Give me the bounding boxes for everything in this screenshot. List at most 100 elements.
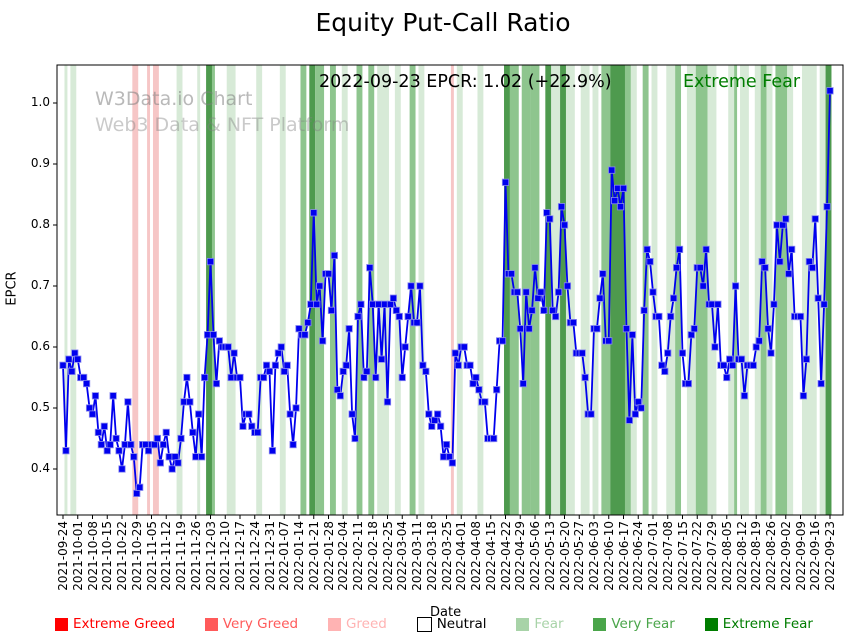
data-point <box>91 392 100 400</box>
data-point <box>740 392 749 400</box>
data-point <box>434 410 442 418</box>
data-point <box>799 392 808 400</box>
data-point <box>729 361 737 369</box>
data-point <box>628 331 636 339</box>
legend-item: Extreme Greed <box>55 616 175 632</box>
data-point <box>336 392 344 400</box>
data-point <box>442 440 451 449</box>
data-point <box>103 447 111 455</box>
data-point <box>593 325 601 333</box>
data-point <box>416 282 424 290</box>
data-point <box>702 245 710 253</box>
y-tick-label: 0.9 <box>30 156 50 170</box>
legend-swatch <box>416 616 432 632</box>
data-point <box>301 331 309 339</box>
data-point <box>560 221 569 229</box>
data-point <box>664 349 672 357</box>
x-tick-label: 2021-12-31 <box>262 521 277 591</box>
sentiment-band <box>695 65 708 515</box>
data-point <box>227 373 235 382</box>
data-point <box>271 361 280 369</box>
x-tick-label: 2022-06-17 <box>616 521 631 591</box>
data-point <box>466 361 474 369</box>
data-point <box>209 331 218 339</box>
data-point <box>537 288 545 296</box>
sentiment-band <box>70 65 77 515</box>
data-point <box>327 306 336 315</box>
data-point <box>599 270 607 278</box>
legend-swatch <box>204 617 218 631</box>
data-point <box>292 404 300 412</box>
data-point <box>345 325 353 333</box>
data-point <box>230 349 238 357</box>
sentiment-band <box>565 65 575 515</box>
sentiment-band <box>545 65 552 515</box>
data-point <box>127 440 135 449</box>
x-tick-label: 2022-09-09 <box>793 521 808 591</box>
data-point <box>280 367 288 376</box>
data-point <box>696 264 704 272</box>
x-tick-label: 2021-10-01 <box>70 521 85 591</box>
data-point <box>439 453 448 461</box>
data-point <box>507 270 516 278</box>
data-point <box>224 343 232 351</box>
data-point <box>401 343 409 351</box>
data-point <box>200 373 209 382</box>
sentiment-band <box>686 65 696 515</box>
data-point <box>65 355 73 363</box>
sentiment-band <box>740 65 749 515</box>
data-point <box>277 343 285 351</box>
sentiment-band <box>409 65 416 515</box>
sentiment-band <box>456 65 463 515</box>
data-point <box>493 386 501 394</box>
data-point <box>619 184 628 192</box>
data-point <box>380 300 389 308</box>
data-point <box>516 325 524 333</box>
data-point <box>156 459 164 467</box>
data-point <box>310 209 318 217</box>
data-point <box>808 264 816 272</box>
sentiment-band <box>132 65 139 515</box>
y-tick-label: 0.8 <box>30 217 50 231</box>
x-tick-label: 2022-04-15 <box>483 521 498 591</box>
data-point <box>557 203 566 211</box>
data-point <box>404 312 412 321</box>
data-point <box>62 447 70 455</box>
sentiment-band <box>176 65 183 515</box>
data-point <box>675 245 684 253</box>
sentiment-band <box>775 65 788 515</box>
data-point <box>339 367 347 376</box>
data-point <box>726 355 734 363</box>
data-point <box>286 410 294 418</box>
latest-value-annotation: 2022-09-23 EPCR: 1.02 (+22.9%) <box>319 72 612 92</box>
sentiment-band <box>819 65 826 515</box>
data-point <box>643 245 651 253</box>
data-point <box>377 355 386 363</box>
data-point <box>118 465 126 473</box>
data-point <box>614 184 622 192</box>
sentiment-band <box>450 65 454 515</box>
data-point <box>445 453 454 461</box>
legend-swatch <box>593 617 607 631</box>
data-point <box>304 318 312 327</box>
data-point <box>826 87 834 95</box>
data-point <box>333 386 341 394</box>
x-tick-label: 2021-11-26 <box>188 521 203 591</box>
data-point <box>248 422 256 430</box>
data-point <box>159 440 167 449</box>
x-tick-label: 2022-02-25 <box>380 521 395 591</box>
data-point <box>422 367 430 376</box>
legend-swatch <box>704 617 718 631</box>
data-point <box>519 379 527 388</box>
data-point <box>534 294 542 302</box>
data-point <box>212 379 220 388</box>
data-point <box>764 325 772 333</box>
sentiment-band <box>760 65 767 515</box>
sentiment-band <box>197 65 201 515</box>
data-point <box>498 337 507 345</box>
data-point <box>407 282 415 290</box>
data-point <box>684 379 693 388</box>
data-point <box>165 453 173 461</box>
legend-item: Fear <box>516 616 564 632</box>
data-point <box>782 215 790 223</box>
